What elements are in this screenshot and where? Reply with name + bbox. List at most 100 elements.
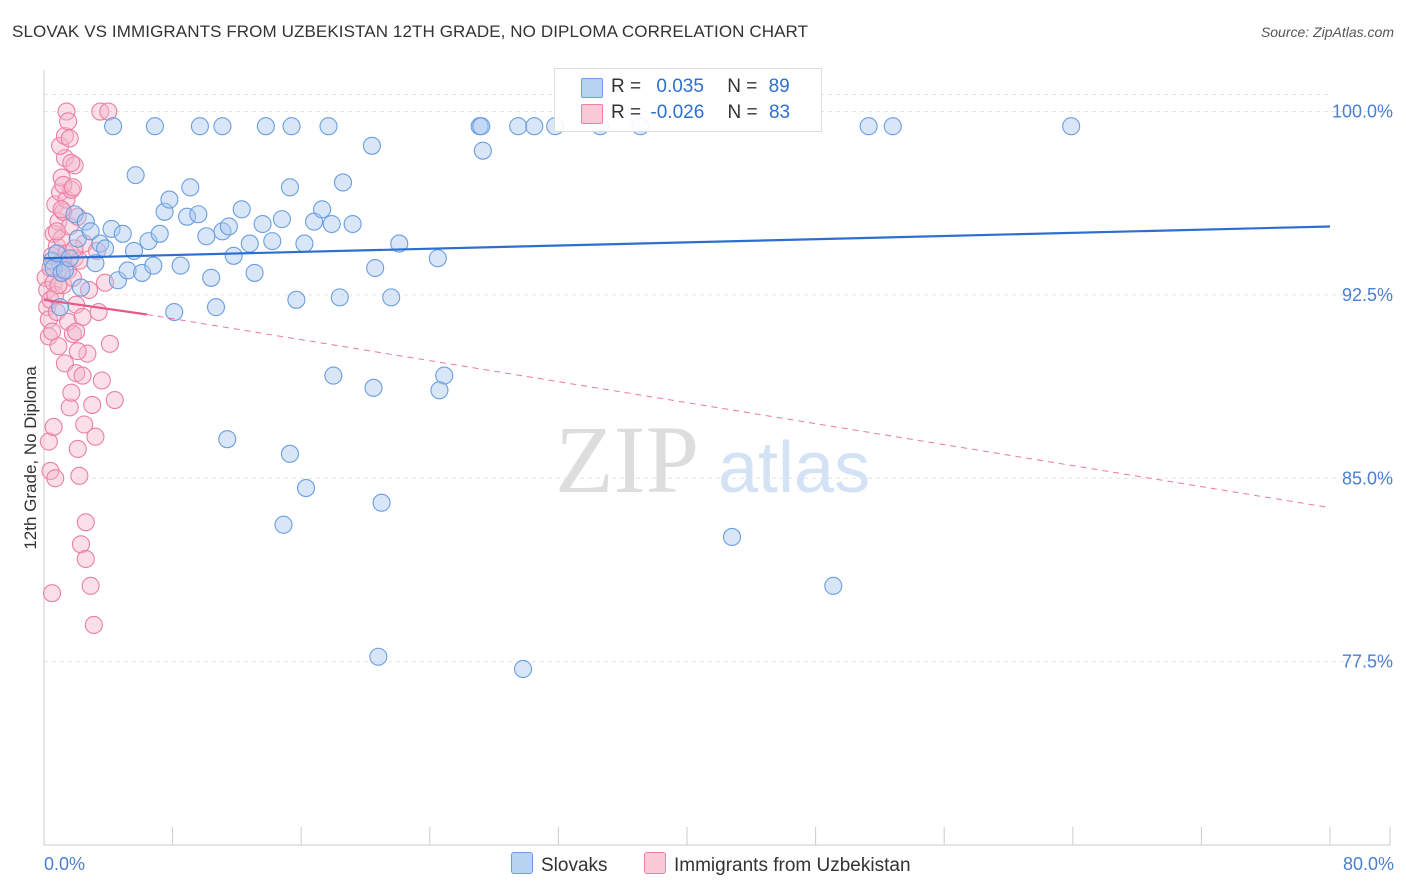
uzbekistan-point-59	[105, 390, 124, 410]
bottom-legend-uzbekistan: Immigrants from Uzbekistan	[644, 852, 911, 877]
bottom-legend-label-uzbekistan: Immigrants from Uzbekistan	[674, 855, 911, 876]
uzbekistan-point-63	[44, 417, 63, 436]
slovaks-point-11	[81, 222, 100, 241]
bottom-legend-slovaks: Slovaks	[511, 852, 608, 877]
slovaks-point-65	[513, 659, 533, 679]
chart-source: Source: ZipAtlas.com	[1260, 24, 1394, 40]
uzbekistan-point-62	[42, 584, 62, 603]
uzbekistan-point-31	[62, 383, 81, 402]
slovaks-point-7	[65, 205, 84, 224]
slovaks-point-23	[150, 224, 169, 243]
slovaks-point-28	[178, 207, 197, 226]
legend-swatch-slovaks	[581, 78, 603, 98]
uzbekistan-point-43	[71, 535, 91, 554]
slovaks-point-15	[102, 219, 121, 238]
slovaks-point-21	[139, 232, 158, 251]
watermark-atlas: atlas	[718, 428, 870, 508]
slovaks-point-48	[322, 214, 341, 234]
uzbekistan-point-60	[39, 432, 58, 451]
x-tick-labels: 0.0% 80.0%	[44, 854, 1394, 874]
uzbekistan-point-58	[100, 334, 119, 353]
slovaks-point-53	[296, 479, 316, 498]
slovaks-point-57	[372, 493, 391, 512]
stats-legend: R = 0.035 N = 89 R = -0.026 N = 83	[554, 68, 822, 132]
slovaks-point-29	[181, 178, 200, 197]
slovaks-point-16	[108, 271, 127, 290]
slovaks-point-58	[366, 258, 385, 278]
uzbekistan-point-4	[39, 327, 58, 346]
slovaks-point-84	[282, 117, 301, 136]
grid-lines	[44, 94, 1390, 663]
slovaks-point-36	[224, 246, 243, 265]
slovaks-point-54	[324, 366, 343, 385]
slovaks-point-38	[240, 234, 259, 253]
uzbekistan-point-67	[51, 136, 70, 155]
uzbekistan-point-56	[92, 371, 111, 390]
slovaks-point-74	[722, 527, 742, 547]
slovaks-point-22	[144, 256, 163, 275]
slovaks-point-44	[287, 290, 306, 309]
y-tick-label-0: 100.0%	[1332, 102, 1393, 122]
axes	[43, 70, 1391, 846]
slovaks-point-20	[133, 263, 152, 282]
legend-n-label: N =	[727, 102, 758, 123]
slovaks-point-55	[343, 214, 362, 234]
slovaks-point-87	[362, 136, 381, 155]
slovaks-point-26	[165, 302, 184, 322]
slovaks-point-62	[428, 249, 447, 268]
slovaks-point-76	[859, 117, 878, 136]
uzbekistan-point-34	[63, 324, 82, 344]
trend-lines	[43, 225, 1331, 509]
slovaks-point-52	[280, 444, 299, 463]
uzbekistan-point-51	[83, 395, 102, 414]
slovaks-point-50	[218, 430, 237, 449]
uzbekistan-point-46	[75, 415, 94, 434]
slovaks-point-41	[263, 232, 282, 251]
slovaks-point-60	[369, 647, 388, 666]
uzbekistan-point-50	[81, 576, 100, 595]
slovaks-point-33	[206, 298, 226, 317]
slovaks-point-85	[319, 117, 338, 136]
slovaks-point-75	[824, 576, 843, 595]
slovaks-point-40	[253, 214, 272, 234]
legend-r-value-uzbekistan: -0.026	[650, 102, 705, 123]
watermark: ZIP atlas	[555, 406, 870, 513]
uzbekistan-point-79	[73, 366, 92, 385]
slovaks-point-88	[126, 166, 145, 185]
slovaks-point-25	[160, 190, 179, 209]
slovaks-point-32	[202, 268, 221, 287]
slovaks-point-68	[525, 117, 544, 136]
slovaks-point-37	[232, 200, 251, 219]
slovaks-point-27	[171, 256, 190, 275]
uzbekistan-point-47	[76, 549, 95, 569]
y-tick-label-3: 77.5%	[1342, 652, 1393, 672]
slovaks-point-63	[435, 366, 454, 385]
slovaks-point-86	[333, 173, 353, 192]
uzbekistan-point-82	[99, 102, 118, 121]
uzbekistan-point-70	[55, 126, 74, 146]
series-slovaks-points	[42, 117, 1081, 679]
x-tick-label-1: 80.0%	[1343, 854, 1394, 874]
uzbekistan-point-64	[46, 469, 65, 488]
slovaks-point-17	[113, 224, 132, 243]
slovaks-point-51	[274, 515, 293, 534]
slovaks-point-78	[1062, 117, 1081, 136]
legend-r-label: R =	[611, 76, 642, 97]
uzbekistan-point-53	[86, 427, 105, 446]
trend-line-uzbekistan	[43, 298, 148, 316]
slovaks-point-71	[472, 117, 491, 136]
legend-swatch-uzbekistan	[581, 104, 603, 124]
x-tick-label-0: 0.0%	[44, 854, 85, 874]
slovaks-point-49	[330, 288, 349, 307]
slovaks-point-59	[382, 288, 401, 307]
slovaks-point-47	[313, 200, 332, 219]
slovaks-point-31	[197, 227, 216, 246]
trend-line-uzbekistan-extended	[146, 313, 1331, 509]
uzbekistan-point-74	[62, 153, 81, 172]
slovaks-point-79	[104, 117, 123, 136]
slovaks-point-42	[272, 210, 291, 229]
uzbekistan-point-16	[49, 337, 68, 356]
slovaks-point-64	[430, 381, 449, 400]
bottom-legend-swatch-uzbekistan	[644, 852, 666, 874]
slovaks-point-18	[118, 261, 137, 280]
